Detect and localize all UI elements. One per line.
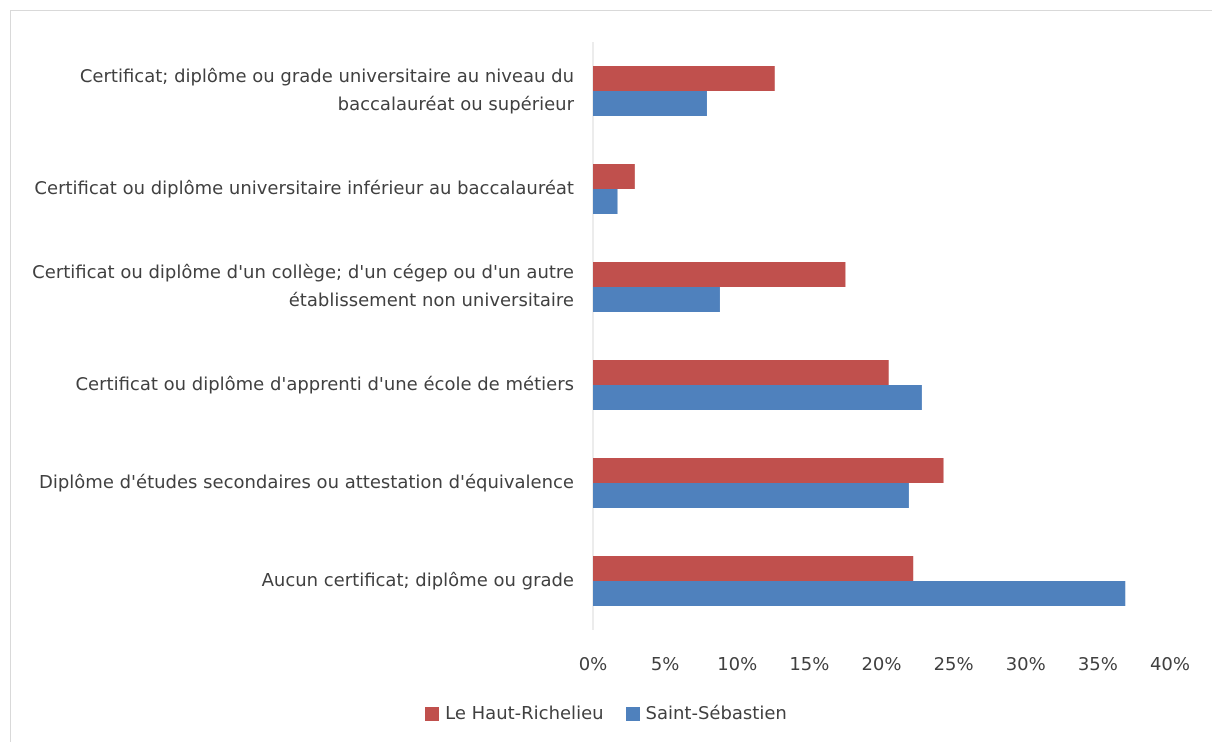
x-tick-label: 30% [1006, 654, 1046, 675]
category-label: Aucun certificat; diplôme ou grade [261, 570, 574, 591]
bar [593, 262, 846, 287]
x-tick-label: 20% [861, 654, 901, 675]
x-tick-label: 0% [579, 654, 608, 675]
bar [593, 483, 909, 508]
category-label: Certificat ou diplôme universitaire infé… [34, 178, 574, 199]
x-tick-label: 35% [1078, 654, 1118, 675]
frame [10, 10, 1212, 742]
category-label: Diplôme d'études secondaires ou attestat… [39, 472, 574, 493]
x-tick-label: 5% [651, 654, 680, 675]
legend: Le Haut-Richelieu Saint-Sébastien [0, 703, 1212, 724]
category-label: Certificat; diplôme ou grade universitai… [79, 66, 574, 115]
bar [593, 164, 635, 189]
bar [593, 556, 914, 581]
x-tick-label: 15% [789, 654, 829, 675]
bar [593, 360, 889, 385]
bar [593, 385, 922, 410]
bar [593, 189, 618, 214]
x-tick-label: 25% [934, 654, 974, 675]
legend-label: Saint-Sébastien [645, 703, 787, 724]
category-label: Certificat ou diplôme d'apprenti d'une é… [75, 374, 574, 395]
legend-item: Saint-Sébastien [625, 703, 787, 724]
legend-swatch [625, 706, 640, 721]
bar [593, 458, 944, 483]
x-tick-label: 10% [717, 654, 757, 675]
bar [593, 66, 775, 91]
legend-label: Le Haut-Richelieu [445, 703, 604, 724]
bar [593, 581, 1126, 606]
x-tick-label: 40% [1150, 654, 1190, 675]
bar [593, 91, 707, 116]
bar [593, 287, 720, 312]
legend-swatch [425, 706, 440, 721]
legend-item: Le Haut-Richelieu [425, 703, 604, 724]
category-label: Certificat ou diplôme d'un collège; d'un… [32, 262, 574, 311]
